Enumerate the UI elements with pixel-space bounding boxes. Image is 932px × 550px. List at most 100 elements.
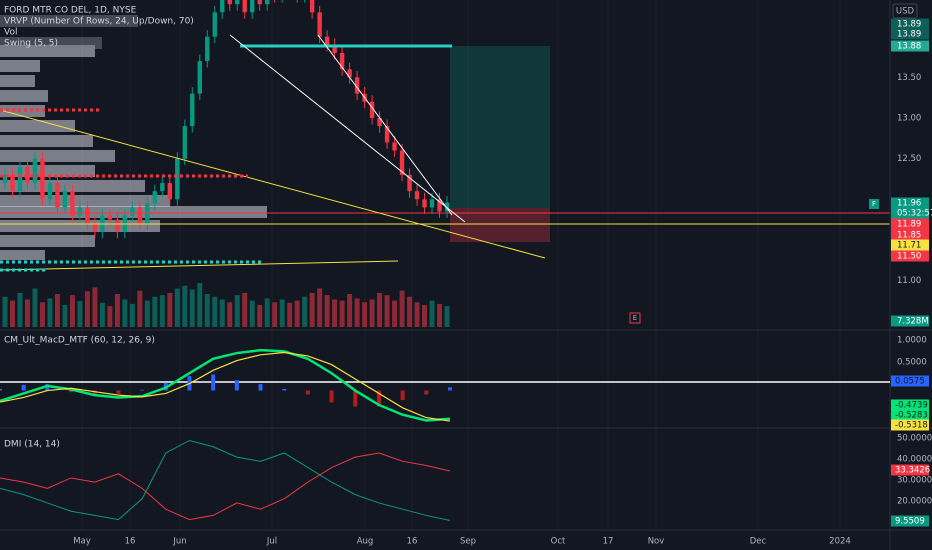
- volume-bar: [399, 290, 405, 327]
- price-label: 11.71: [897, 241, 921, 251]
- volume-bar: [189, 289, 195, 327]
- macd-hist: [211, 374, 216, 391]
- volume-bar: [69, 295, 75, 327]
- symbol-legend: FORD MTR CO DEL, 1D, NYSE: [4, 6, 137, 16]
- macd-label-bg: [891, 419, 929, 431]
- volume-bar: [212, 296, 218, 327]
- candle-body: [444, 202, 450, 212]
- volume-bar: [422, 305, 428, 327]
- volume-bar: [369, 299, 375, 327]
- candle-body: [422, 199, 427, 208]
- candle-body: [332, 44, 337, 53]
- vol-legend: Vol: [4, 28, 17, 38]
- volume-bar: [339, 300, 345, 327]
- dmi-value-label: 9.5509: [895, 517, 925, 527]
- macd-hist: [400, 390, 405, 401]
- ticker-badge: [869, 199, 879, 209]
- candle-body: [130, 207, 135, 216]
- macd-hist: [45, 384, 50, 391]
- price-label-bg: [891, 218, 929, 230]
- currency-button[interactable]: [892, 3, 918, 19]
- dmi-label-bg: [891, 515, 929, 527]
- dmi-tick-label: 40.0000: [897, 455, 932, 465]
- price-label: 05:32:57: [897, 209, 932, 219]
- candle-body: [182, 126, 187, 159]
- volume-bar: [302, 296, 308, 327]
- volume-bar: [24, 299, 30, 327]
- candle-body: [205, 36, 210, 62]
- dmi-value-label: 33.3426: [895, 466, 930, 476]
- candle-body: [317, 12, 322, 37]
- volume-bar: [354, 298, 360, 327]
- macd-hist: [353, 390, 358, 407]
- vrvp-legend: VRVP (Number Of Rows, 24, Up/Down, 70): [4, 17, 194, 27]
- price-label: 13.88: [897, 42, 921, 52]
- macd-value-label: 0.0575: [895, 377, 925, 387]
- candle-body: [384, 126, 390, 143]
- svg-text:E: E: [633, 314, 637, 322]
- candle-body: [175, 158, 180, 200]
- dmi-tick-label: 50.0000: [897, 434, 932, 444]
- volume-bar: [152, 296, 158, 327]
- earnings-marker[interactable]: [629, 312, 641, 324]
- trend-line: [0, 260, 399, 271]
- candle-body: [309, 0, 315, 13]
- date-label: Oct: [551, 537, 566, 547]
- candle-body: [407, 174, 412, 192]
- volume-bar: [384, 295, 390, 327]
- candle-body: [40, 158, 45, 200]
- macd-hist: [424, 390, 429, 395]
- dmi-tick-label: 30.0000: [897, 476, 932, 486]
- volume-bar: [279, 299, 285, 327]
- macd-tick-label: 0.5000: [897, 358, 927, 368]
- volume-bar: [92, 287, 98, 327]
- candle-body: [227, 0, 232, 5]
- date-label: 17: [603, 537, 614, 547]
- volume-bar: [414, 302, 420, 327]
- price-label-bg: [891, 207, 929, 219]
- volume-bar: [167, 292, 173, 327]
- candle-body: [212, 12, 217, 37]
- candle-body: [392, 142, 397, 151]
- macd-hist: [258, 384, 263, 391]
- macd-hist: [305, 390, 310, 395]
- macd-hist: [448, 387, 452, 391]
- price-label: 13.89: [897, 30, 921, 40]
- volume-bar: [174, 288, 180, 327]
- candle-body: [2, 174, 8, 184]
- macd-line: [0, 351, 451, 422]
- volume-bar: [32, 288, 38, 327]
- candle-body: [92, 223, 98, 232]
- currency[interactable]: USD: [896, 7, 915, 17]
- macd-tick-label: 1.0000: [897, 336, 927, 346]
- dmi-legend: DMI (14, 14): [4, 440, 60, 450]
- candle-body: [429, 199, 435, 208]
- volume-bar: [84, 291, 90, 327]
- dmi-tick-label: 20.0000: [897, 497, 932, 507]
- volume-bar: [129, 303, 135, 327]
- candle-body: [250, 0, 255, 13]
- volume-bar: [317, 288, 323, 327]
- candle-body: [17, 166, 23, 192]
- candle-body: [70, 191, 75, 216]
- volume-bar: [272, 302, 278, 327]
- volume-bar: [62, 305, 68, 327]
- candle-body: [137, 207, 143, 224]
- macd-hist: [116, 390, 121, 394]
- volume-bar: [377, 292, 383, 327]
- trend-line: [229, 34, 466, 223]
- volume-bar: [197, 283, 203, 327]
- volume-bar: [234, 295, 240, 327]
- price-label: 11.89: [897, 220, 921, 230]
- volume-bar: [77, 301, 83, 327]
- time-grid: [81, 0, 841, 530]
- macd-hist: [0, 388, 2, 391]
- macd-hist: [376, 390, 381, 407]
- macd-label-bg: [891, 375, 929, 387]
- candle-body: [32, 158, 38, 184]
- volume-bar: [54, 294, 60, 327]
- dmi-line: [0, 452, 451, 521]
- price-tick-label: 13.50: [897, 73, 921, 83]
- volume-bar: [294, 300, 300, 327]
- volume-bar: [107, 306, 113, 327]
